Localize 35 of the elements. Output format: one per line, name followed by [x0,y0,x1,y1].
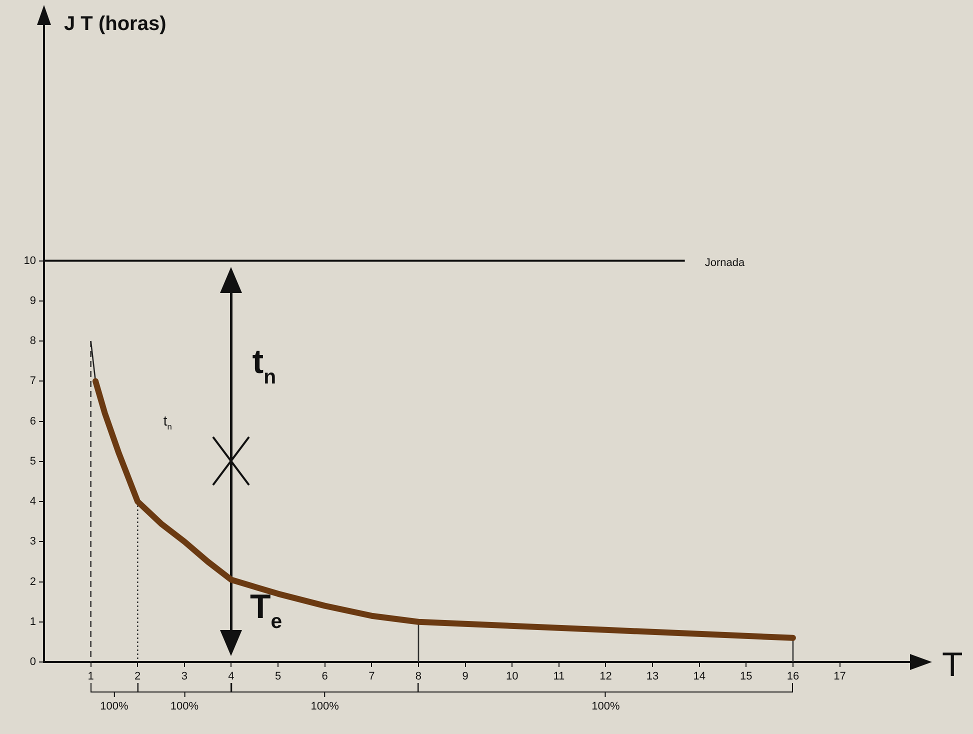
x-tick-label: 12 [600,670,612,683]
y-tick-label: 10 [24,254,36,267]
x-axis-title: T [942,646,963,684]
y-tick-label: 7 [30,375,36,388]
x-tick-label: 13 [646,670,659,683]
y-tick-label: 0 [30,656,36,668]
x-tick-label: 9 [462,670,468,683]
y-tick-label: 2 [30,576,36,588]
ref-line-label: Jornada [704,256,746,269]
x-tick-label: 5 [274,670,282,683]
x-tick-label: 11 [553,670,565,683]
x-tick-label: 8 [415,670,422,683]
y-tick-label: 3 [30,536,36,548]
x-tick-label: 7 [368,670,375,683]
text: 100% [100,700,128,713]
x-tick-label: 14 [693,670,706,683]
x-tick-label: 2 [134,670,141,683]
x-tick-label: 15 [740,670,752,683]
y-tick-label: 6 [30,415,36,428]
x-tick-label: 3 [181,670,188,683]
y-tick-label: 9 [30,294,36,307]
y-axis-title: J T (horas) [64,13,166,35]
x-tick-label: 10 [506,670,518,683]
y-tick-label: 5 [30,455,36,468]
x-tick-label: 1 [88,670,94,683]
y-tick-label: 1 [30,616,36,628]
y-tick-label: 8 [30,335,36,348]
text: 100% [170,700,199,713]
x-tick-label: 4 [228,670,234,683]
text: 100% [310,700,340,713]
x-tick-label: 17 [834,670,846,683]
text: 100% [592,700,620,713]
x-tick-label: 6 [322,670,328,683]
x-tick-label: 16 [786,670,800,683]
y-tick-label: 4 [30,496,36,508]
